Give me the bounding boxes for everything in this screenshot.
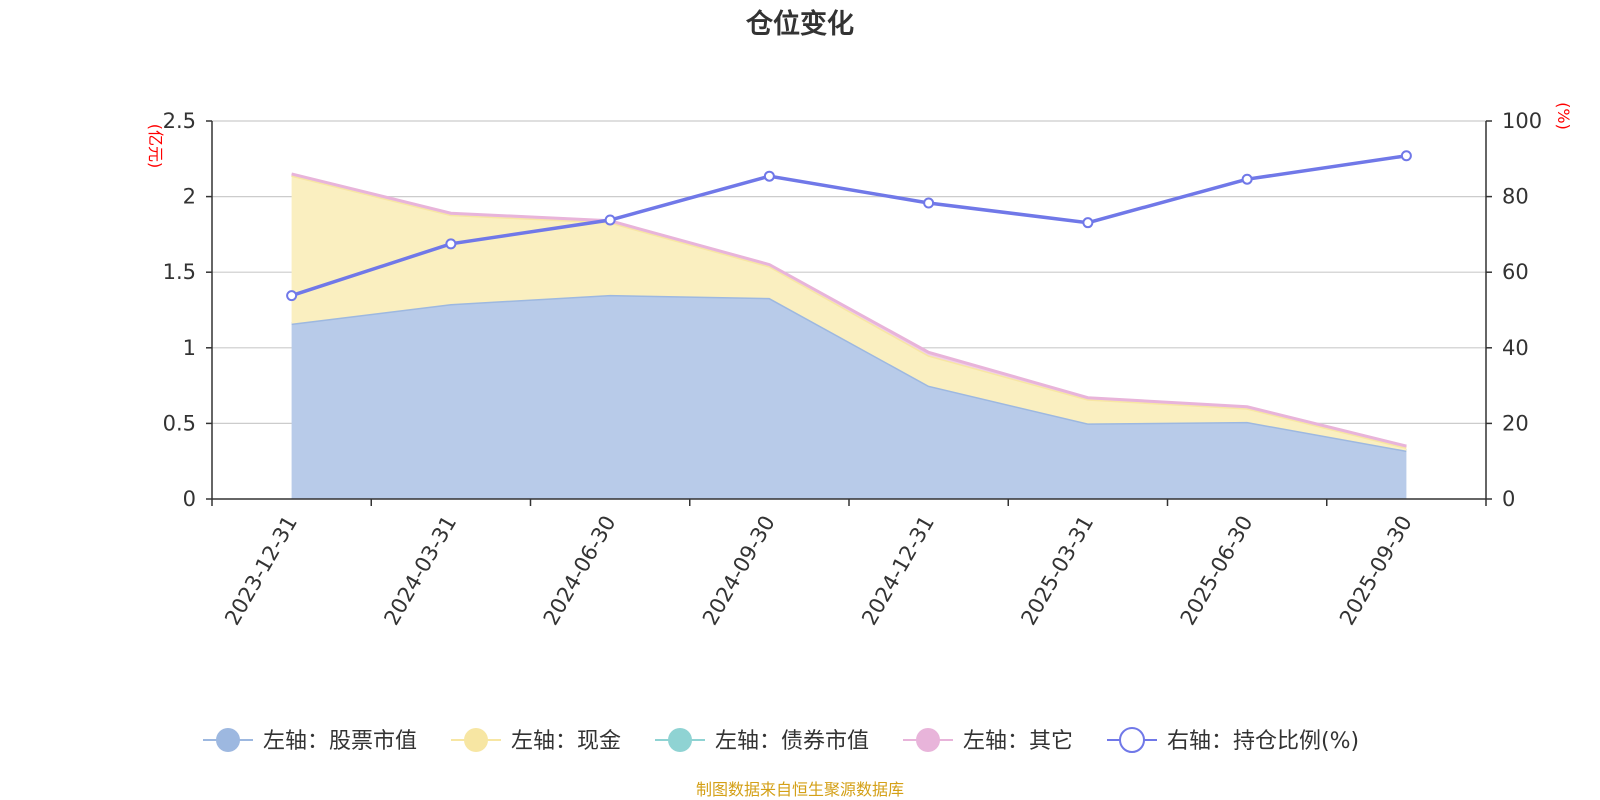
left-tick-label: 2.5 [163, 109, 196, 133]
ratio-point [1400, 150, 1412, 162]
legend-label: 右轴：持仓比例(%) [1167, 729, 1359, 754]
right-axis-unit: (%) [1554, 102, 1573, 130]
y-tick-labels: 0 0.5 1 1.5 2 2.5 0 20 40 60 80 100 [163, 109, 1543, 511]
ratio-point [923, 197, 935, 209]
x-tick-label: 2024-03-31 [379, 512, 461, 630]
left-tick-label: 2 [183, 185, 196, 209]
x-tick-label: 2024-09-30 [698, 512, 780, 630]
ratio-point [604, 214, 616, 226]
ratio-line-path [291, 154, 1407, 298]
left-axis-unit: (亿元) [146, 124, 165, 169]
right-tick-label: 60 [1502, 260, 1529, 284]
area-edge-左轴：其它 [291, 172, 1407, 448]
x-tick-label: 2024-12-31 [857, 512, 939, 630]
x-tick-label: 2025-09-30 [1335, 512, 1417, 630]
left-tick-label: 1.5 [163, 260, 196, 284]
legend-marker [916, 728, 940, 752]
x-tick-label: 2023-12-31 [220, 512, 302, 630]
x-tick-label: 2024-06-30 [539, 512, 621, 630]
legend-marker [668, 728, 692, 752]
x-tick-label: 2025-06-30 [1176, 512, 1258, 630]
source-note: 制图数据来自恒生聚源数据库 [696, 780, 904, 799]
stacked-areas [291, 172, 1407, 499]
left-tick-label: 1 [183, 336, 196, 360]
right-tick-label: 20 [1502, 411, 1529, 435]
legend-label: 左轴：股票市值 [263, 729, 417, 754]
legend-marker [464, 728, 488, 752]
legend: 左轴：股票市值 左轴：现金 左轴：债券市值 左轴：其它 右轴：持仓比例(%) [203, 727, 1359, 754]
ratio-point [286, 290, 298, 302]
ratio-line [286, 150, 1412, 302]
ratio-point [1241, 173, 1253, 185]
right-tick-label: 0 [1502, 487, 1515, 511]
right-tick-label: 40 [1502, 336, 1529, 360]
right-tick-label: 100 [1502, 109, 1542, 133]
legend-marker [216, 728, 240, 752]
legend-label: 左轴：其它 [963, 729, 1073, 754]
ratio-point [1082, 217, 1094, 229]
axes [211, 121, 1487, 506]
ratio-point [445, 238, 457, 250]
legend-label: 左轴：债券市值 [715, 729, 869, 754]
left-tick-label: 0.5 [163, 411, 196, 435]
left-tick-label: 0 [183, 487, 196, 511]
area-左轴：股票市值 [291, 294, 1407, 499]
legend-marker [1119, 727, 1145, 753]
chart-title: 仓位变化 [745, 8, 854, 40]
area-左轴：其它 [291, 173, 1407, 448]
x-tick-labels: 2023-12-31 2024-03-31 2024-06-30 2024-09-30… [220, 512, 1417, 630]
area-左轴：现金 [291, 175, 1407, 451]
ratio-point [763, 170, 775, 182]
right-tick-label: 80 [1502, 185, 1529, 209]
x-tick-label: 2025-03-31 [1016, 512, 1098, 630]
legend-label: 左轴：现金 [511, 729, 621, 754]
